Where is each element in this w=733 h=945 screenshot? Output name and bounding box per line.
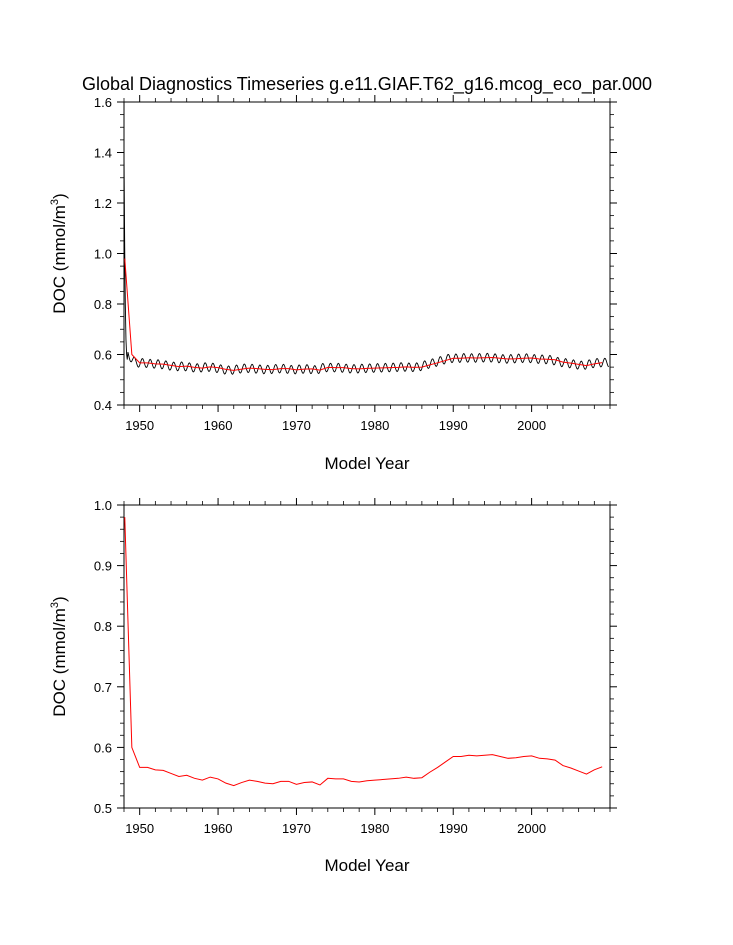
x-tick-label: 1970 — [282, 821, 311, 836]
x-tick-label: 1950 — [125, 418, 154, 433]
x-tick-label: 1980 — [360, 418, 389, 433]
y-tick-label: 0.4 — [94, 398, 112, 413]
x-tick-label: 1970 — [282, 418, 311, 433]
plot-frame — [123, 504, 611, 809]
x-axis-label: Model Year — [324, 454, 409, 473]
top-panel: 1950 1960 1970 1980 1990 2000 0.4 0.6 0.8 1.0 1.2 1… — [49, 95, 617, 473]
y-tick-label: 0.8 — [94, 619, 112, 634]
y-tick-label: 1.6 — [94, 95, 112, 110]
bottom-panel: 1950 1960 1970 1980 1990 2000 0.5 0.6 0.7 0.8 0.9 1… — [49, 498, 617, 875]
chart-title: Global Diagnostics Timeseries g.e11.GIAF… — [82, 74, 652, 95]
series-line — [124, 517, 603, 787]
x-tick-label: 1950 — [125, 821, 154, 836]
y-tick-label: 1.4 — [94, 146, 112, 161]
y-tick-label: 1.0 — [94, 247, 112, 262]
y-tick-label: 0.5 — [94, 801, 112, 816]
y-tick-label: 0.6 — [94, 740, 112, 755]
series-line — [124, 152, 610, 375]
y-tick-label: 0.6 — [94, 348, 112, 363]
y-tick-label: 0.8 — [94, 297, 112, 312]
y-axis-label: DOC (mmol/m3) — [49, 596, 69, 716]
y-tick-label: 1.2 — [94, 196, 112, 211]
plot-frame — [123, 101, 611, 406]
x-tick-label: 2000 — [517, 418, 546, 433]
x-tick-label: 1980 — [360, 821, 389, 836]
x-tick-label: 2000 — [517, 821, 546, 836]
series-line — [124, 258, 603, 371]
y-tick-label: 0.7 — [94, 680, 112, 695]
x-tick-label: 1960 — [204, 418, 233, 433]
y-axis-label: DOC (mmol/m3) — [49, 193, 69, 313]
y-tick-label: 1.0 — [94, 498, 112, 513]
y-tick-label: 0.9 — [94, 559, 112, 574]
x-tick-label: 1960 — [204, 821, 233, 836]
x-tick-label: 1990 — [439, 821, 468, 836]
x-axis-label: Model Year — [324, 856, 409, 875]
x-tick-label: 1990 — [439, 418, 468, 433]
